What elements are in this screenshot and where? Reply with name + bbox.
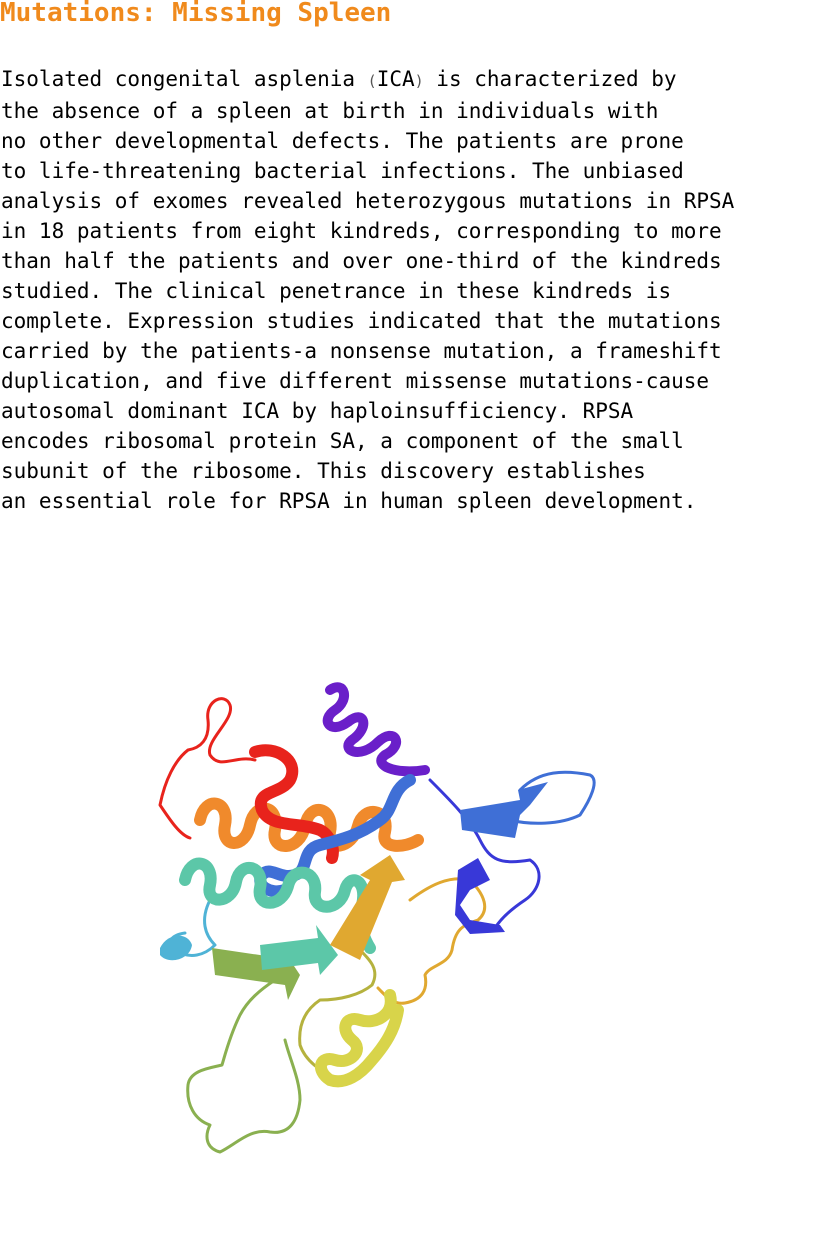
abstract-line: the absence of a spleen at birth in indi… (1, 99, 659, 123)
coil-gold-loop (376, 877, 487, 1005)
sheet-gold (330, 855, 405, 960)
abstract-line: encodes ribosomal protein SA, a componen… (1, 429, 684, 453)
helix-teal (179, 857, 376, 954)
abstract-line: analysis of exomes revealed heterozygous… (1, 189, 735, 213)
page-title: Mutations: Missing Spleen (0, 0, 392, 28)
abstract-line: studied. The clinical penetrance in thes… (1, 279, 672, 303)
protein-ribbon-structure-icon (158, 682, 596, 1154)
helix-red (249, 744, 339, 864)
abstract-line: autosomal dominant ICA by haploinsuffici… (1, 399, 634, 423)
abstract-line: duplication, and five different missense… (1, 369, 710, 393)
helix-violet (322, 682, 430, 777)
sheet-blue (460, 782, 548, 838)
abstract-line: Isolated congenital asplenia (ICA) is ch… (1, 67, 677, 91)
abstract-line: complete. Expression studies indicated t… (1, 309, 722, 333)
abstract-line: no other developmental defects. The pati… (1, 129, 684, 153)
abbreviation: ICA (376, 67, 415, 91)
coil-olive-loop (298, 948, 377, 1082)
abstract-line: than half the patients and over one-thir… (1, 249, 722, 273)
abstract-line: subunit of the ribosome. This discovery … (1, 459, 646, 483)
coil-green-loop (186, 978, 302, 1154)
sheet-indigo (455, 858, 505, 934)
abstract-line: carried by the patients-a nonsense mutat… (1, 339, 722, 363)
abstract-text: Isolated congenital asplenia (ICA) is ch… (1, 64, 831, 516)
coil-red-loop (158, 697, 257, 840)
sheet-teal (260, 925, 338, 975)
sheet-cyan (160, 935, 192, 961)
abstract-line: to life-threatening bacterial infections… (1, 159, 684, 183)
abstract-line: an essential role for RPSA in human sple… (1, 489, 697, 513)
helix-yellow (315, 989, 404, 1088)
abstract-line: in 18 patients from eight kindreds, corr… (1, 219, 722, 243)
coil-blue-loop (508, 770, 596, 825)
